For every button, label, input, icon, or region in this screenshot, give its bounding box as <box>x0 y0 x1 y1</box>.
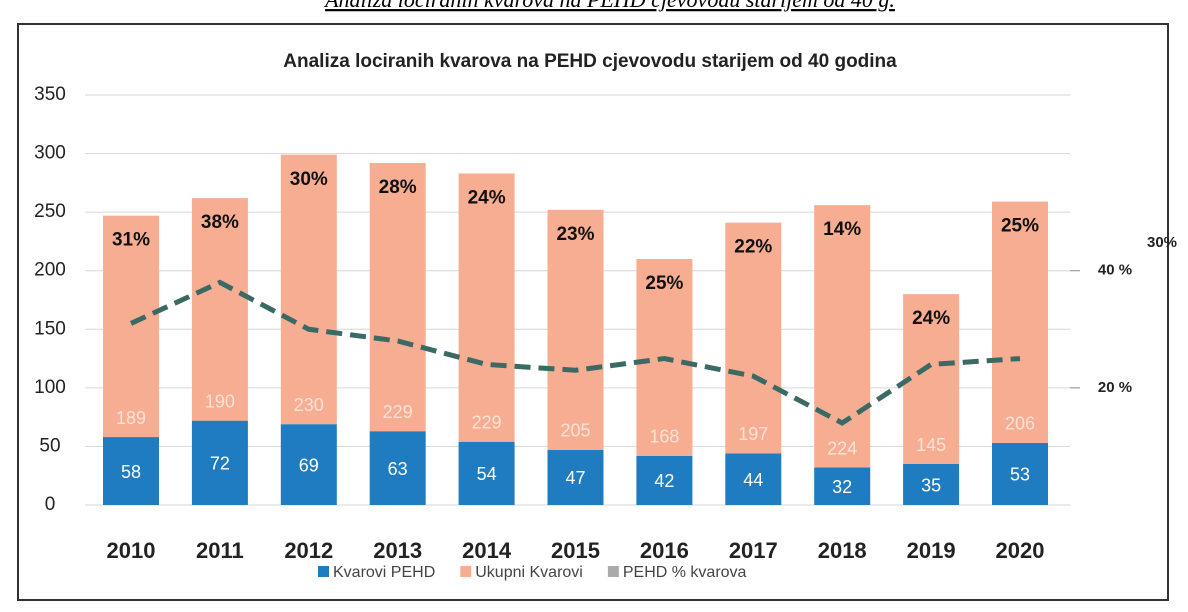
data-label: 54 <box>477 464 497 484</box>
x-tick-label: 2015 <box>551 538 600 563</box>
bar-segment <box>191 198 248 421</box>
x-tick-label: 2018 <box>818 538 867 563</box>
data-label: 145 <box>916 435 946 455</box>
data-label: 14% <box>823 219 861 240</box>
x-tick-label: 2019 <box>907 538 956 563</box>
data-label: 72 <box>210 454 230 474</box>
y2-tick-label: 20 % <box>1098 379 1132 396</box>
y-tick-label: 150 <box>34 318 66 339</box>
y-tick-label: 100 <box>34 377 66 398</box>
bar-segment <box>103 437 159 505</box>
chart-title: Analiza lociranih kvarova na PEHD cjevov… <box>283 51 897 72</box>
legend-swatch <box>318 566 329 577</box>
data-label: 28% <box>379 177 417 198</box>
y2-tick-label: 40 % <box>1098 262 1132 279</box>
data-label: 230 <box>294 395 324 415</box>
data-label: 25% <box>1001 216 1039 237</box>
bar-segment <box>458 441 515 505</box>
y-tick-label: 200 <box>34 260 66 281</box>
data-label: 25% <box>645 273 683 294</box>
data-label: 24% <box>912 308 950 329</box>
legend-swatch <box>460 566 472 577</box>
legend-label: Kvarovi PEHD <box>333 564 435 581</box>
data-label: 47 <box>565 468 585 488</box>
legend-label: PEHD % kvarova <box>623 564 747 581</box>
data-label: 44 <box>743 470 763 490</box>
bar-segment <box>903 294 960 464</box>
x-tick-label: 2012 <box>284 538 333 563</box>
data-label: 69 <box>299 455 319 475</box>
bar-segment <box>547 209 604 450</box>
data-label: 42 <box>654 471 674 491</box>
bar-segment <box>725 453 782 505</box>
data-label: 229 <box>472 412 502 432</box>
data-label: 23% <box>556 224 594 245</box>
x-tick-label: 2010 <box>107 538 156 563</box>
x-tick-label: 2016 <box>640 538 689 563</box>
x-tick-label: 2013 <box>373 538 422 563</box>
line <box>129 279 1021 426</box>
y-tick-label: 350 <box>34 84 66 105</box>
data-label: 190 <box>205 391 235 411</box>
data-label: 63 <box>388 459 408 479</box>
y-tick-label: 0 <box>45 494 56 515</box>
bar-segment <box>191 420 248 505</box>
data-label: 189 <box>116 408 146 428</box>
data-label: 24% <box>468 188 506 209</box>
bar-segment <box>814 467 871 505</box>
data-label: 197 <box>738 424 768 444</box>
y-tick-label: 50 <box>39 435 60 456</box>
bar-segment <box>103 215 159 438</box>
x-tick-label: 2017 <box>729 538 778 563</box>
data-label: 22% <box>734 237 772 258</box>
bar-segment <box>814 205 871 468</box>
bar-segment <box>369 431 426 505</box>
bar-segment <box>458 173 515 442</box>
bar-segment <box>992 201 1048 443</box>
data-label: 53 <box>1010 465 1030 485</box>
data-label: 35 <box>921 475 941 495</box>
x-tick-label: 2014 <box>462 538 512 563</box>
legend-swatch <box>607 566 619 577</box>
legend-label: Ukupni Kvarovi <box>475 564 583 581</box>
data-label: 168 <box>649 427 679 447</box>
chart-frame <box>17 23 1169 601</box>
y-tick-label: 300 <box>34 143 66 164</box>
bar-segment <box>992 442 1048 505</box>
bar-segment <box>636 455 693 505</box>
data-label: 206 <box>1005 414 1035 434</box>
data-label: 32 <box>832 477 852 497</box>
y-tick-label: 250 <box>34 201 66 222</box>
caption: Analiza lociranih kvarova na PEHD cjevov… <box>323 0 895 12</box>
data-label: 205 <box>560 421 590 441</box>
bar-segment <box>547 449 604 505</box>
data-label: 224 <box>827 438 857 458</box>
bar-segment <box>903 464 960 505</box>
data-label: 58 <box>121 462 141 482</box>
bar-segment <box>280 424 337 505</box>
data-label: 31% <box>112 230 150 251</box>
data-label: 30% <box>290 169 328 190</box>
bar-segment <box>280 154 337 425</box>
data-label: 229 <box>383 402 413 422</box>
bar-segment <box>725 222 782 454</box>
bar-segment <box>369 162 426 432</box>
data-label: 38% <box>201 212 239 233</box>
annotation: 30% <box>1147 234 1177 251</box>
x-tick-label: 2011 <box>196 538 244 563</box>
x-tick-label: 2020 <box>996 538 1045 563</box>
